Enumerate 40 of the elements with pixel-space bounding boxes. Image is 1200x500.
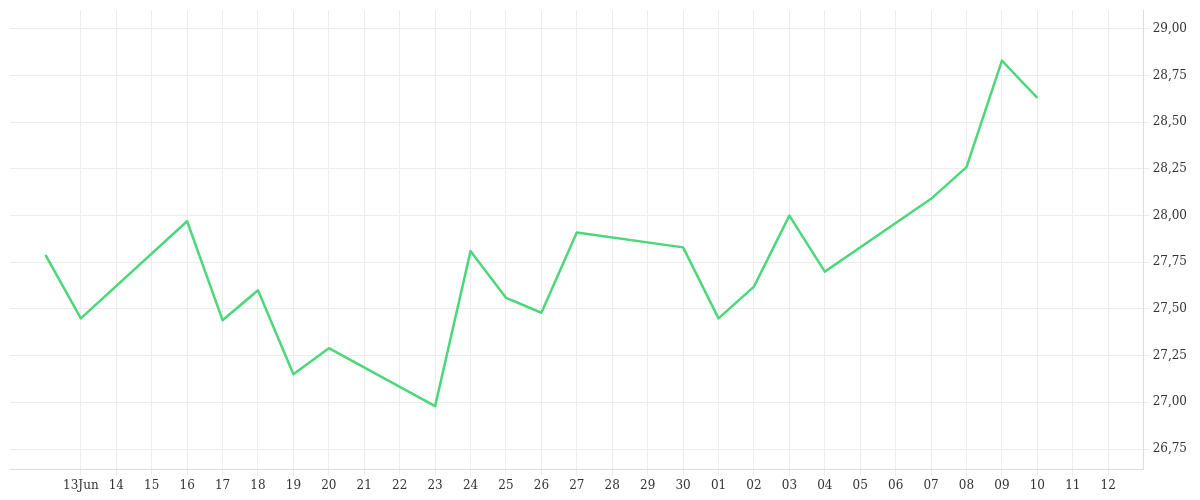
- x-tick-label: 14: [108, 477, 125, 492]
- x-tick-label: 03: [781, 477, 798, 492]
- x-tick-label: 10: [1029, 477, 1046, 492]
- x-tick-label: 18: [250, 477, 266, 492]
- x-tick-label: 16: [179, 477, 195, 492]
- x-tick-label: 22: [392, 477, 408, 492]
- x-tick-label: 17: [214, 477, 231, 492]
- y-tick-label: 27,25: [1152, 347, 1188, 362]
- y-tick-label: 28,25: [1152, 161, 1188, 176]
- y-tick-label: 29,00: [1152, 21, 1188, 35]
- y-tick-label: 27,00: [1152, 394, 1188, 409]
- x-tick-label: 24: [462, 477, 479, 492]
- x-tick-label: 02: [746, 477, 762, 492]
- y-tick-label: 28,00: [1152, 207, 1188, 222]
- x-tick-label: 01: [710, 477, 727, 492]
- x-tick-label: 21: [356, 477, 372, 492]
- x-tick-label: 30: [675, 477, 691, 492]
- x-tick-label: 29: [640, 477, 656, 492]
- x-tick-label: 04: [817, 477, 833, 492]
- x-tick-label: 06: [888, 477, 904, 492]
- y-tick-label: 27,50: [1152, 301, 1188, 316]
- x-tick-label: 26: [533, 477, 550, 492]
- x-tick-label: 23: [427, 477, 443, 492]
- y-tick-label: 28,50: [1152, 114, 1188, 129]
- x-tick-label: 20: [321, 477, 337, 492]
- x-tick-label: 25: [498, 477, 514, 492]
- x-tick-label: 05: [852, 477, 868, 492]
- x-tick-label: 13Jun: [63, 477, 99, 492]
- x-tick-label: 11: [1065, 477, 1081, 492]
- x-tick-label: 08: [958, 477, 975, 492]
- y-tick-label: 26,75: [1152, 441, 1188, 456]
- x-tick-label: 09: [994, 477, 1010, 492]
- x-tick-label: 15: [144, 477, 160, 492]
- x-tick-label: 28: [604, 477, 620, 492]
- x-tick-label: 07: [923, 477, 939, 492]
- x-tick-label: 27: [569, 477, 585, 492]
- y-tick-label: 27,75: [1152, 254, 1188, 269]
- x-tick-label: 12: [1100, 477, 1116, 492]
- y-tick-label: 28,75: [1152, 67, 1188, 82]
- x-tick-label: 19: [285, 477, 302, 492]
